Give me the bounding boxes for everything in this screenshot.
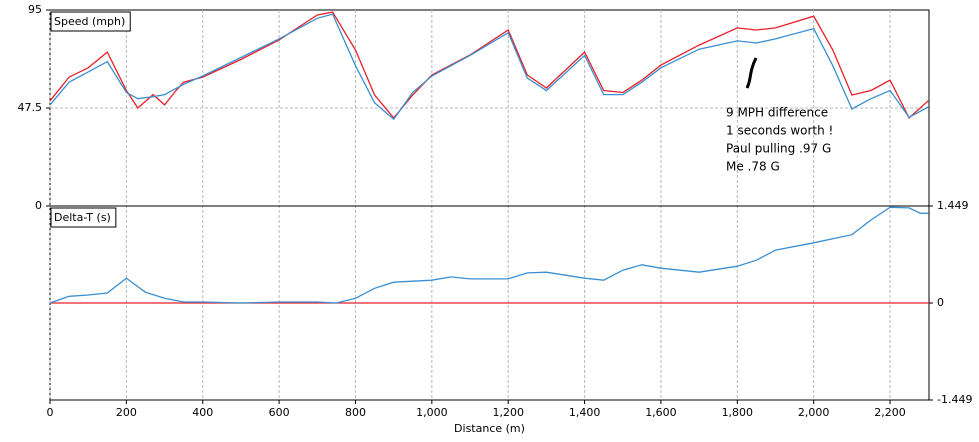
y-tick-label: 95 xyxy=(28,3,42,16)
panel-title: Speed (mph) xyxy=(54,15,125,28)
annotation: 9 MPH difference xyxy=(726,106,828,120)
panel-title: Delta-T (s) xyxy=(54,211,111,224)
annotation: Me .78 G xyxy=(726,160,780,174)
series-line xyxy=(49,206,929,304)
x-axis-label: Distance (m) xyxy=(454,422,525,435)
series-line xyxy=(49,13,929,121)
y-tick-label: 47.5 xyxy=(18,101,43,114)
plot-frame xyxy=(49,9,930,401)
x-tick-label: 1,200 xyxy=(492,406,524,419)
x-tick-label: 600 xyxy=(269,406,290,419)
y-tick-label: -1.449 xyxy=(937,393,972,406)
x-tick-label: 1,400 xyxy=(569,406,601,419)
annotation: Paul pulling .97 G xyxy=(726,142,831,156)
x-tick-label: 0 xyxy=(47,406,54,419)
x-tick-label: 400 xyxy=(192,406,213,419)
y-tick-label: 1.449 xyxy=(937,199,969,212)
y-tick-label: 0 xyxy=(937,296,944,309)
x-tick-label: 1,000 xyxy=(416,406,448,419)
x-tick-label: 2,000 xyxy=(798,406,830,419)
x-tick-label: 1,600 xyxy=(645,406,677,419)
y-tick-label: 0 xyxy=(35,199,42,212)
x-tick-label: 1,800 xyxy=(722,406,754,419)
panel-title-box xyxy=(50,207,117,228)
x-tick-label: 2,200 xyxy=(874,406,906,419)
annotation: 1 seconds worth ! xyxy=(726,124,833,138)
panel-title-box xyxy=(50,11,131,32)
x-tick-label: 200 xyxy=(116,406,137,419)
annotation-scribble xyxy=(745,57,758,89)
x-tick-label: 800 xyxy=(345,406,366,419)
